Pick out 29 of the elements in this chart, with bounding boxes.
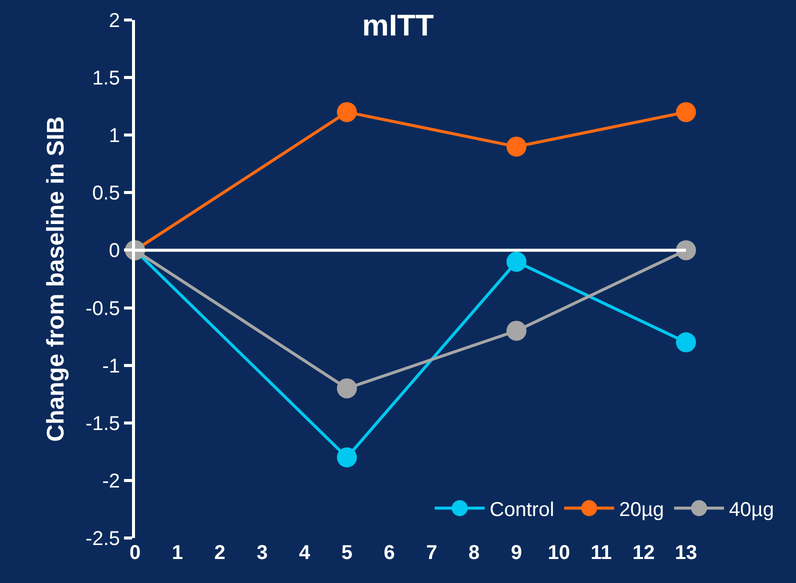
y-tick-label: -1.5 (86, 412, 120, 435)
y-tick-label: 0 (108, 240, 120, 262)
x-tick-label: 3 (256, 542, 268, 564)
chart-title: mITT (362, 10, 434, 43)
y-tick-label: 1.5 (92, 68, 120, 90)
x-tick-label: 5 (341, 542, 352, 564)
y-tick-label: -0.5 (86, 298, 120, 320)
legend-label: 40µg (729, 498, 774, 521)
y-axis-title: Change from baseline in SIB (42, 116, 70, 442)
x-tick-label: 12 (632, 542, 655, 564)
y-tick-label: 0.5 (92, 182, 120, 205)
x-tick-label: 7 (426, 542, 438, 564)
x-tick-label: 9 (510, 542, 522, 564)
x-tick-label: 11 (590, 542, 612, 564)
x-tick-label: 13 (674, 542, 698, 564)
x-tick-label: 6 (384, 542, 395, 564)
x-tick-label: 2 (214, 542, 226, 564)
y-tick-label: 1 (108, 125, 120, 148)
legend-label: 20µg (619, 498, 664, 521)
y-tick-label: -1 (102, 355, 120, 378)
y-tick-label: 2 (108, 10, 120, 32)
x-tick-label: 10 (548, 542, 570, 564)
x-tick-label: 4 (298, 542, 311, 564)
x-tick-label: 8 (468, 542, 480, 564)
x-tick-label: 0 (129, 542, 141, 564)
legend-label: Control (490, 498, 554, 521)
y-tick-label: -2.5 (86, 528, 120, 550)
x-tick-label: 1 (172, 542, 183, 564)
y-tick-label: -2 (102, 470, 120, 492)
